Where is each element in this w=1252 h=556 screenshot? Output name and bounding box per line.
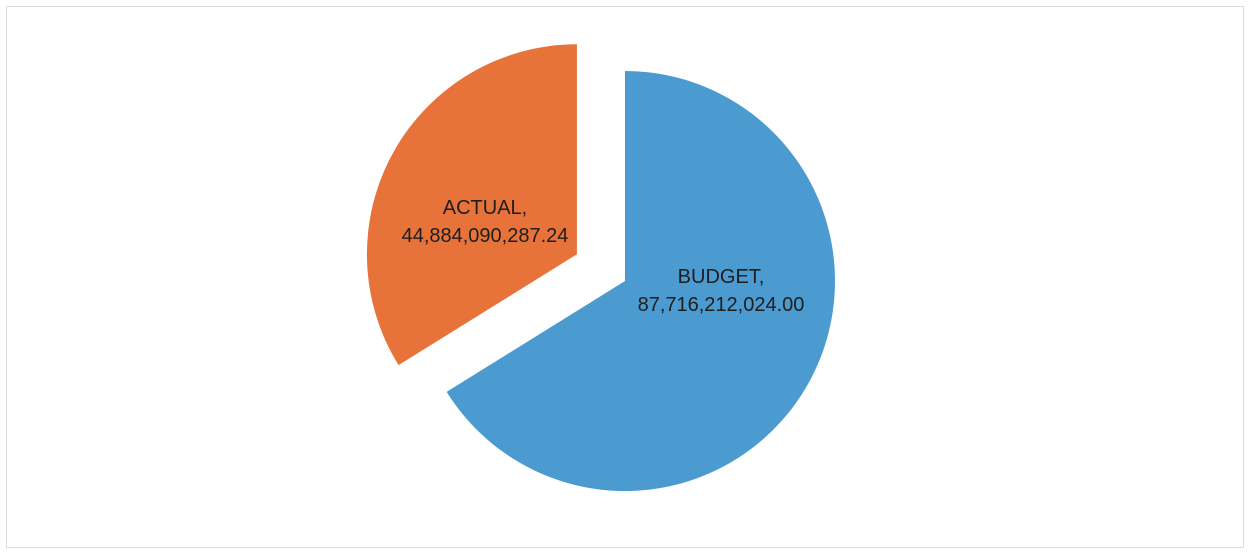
budget-label-name: BUDGET, (678, 266, 765, 288)
actual-label-value: 44,884,090,287.24 (402, 225, 569, 247)
pie-slices (366, 44, 835, 491)
actual-label-name: ACTUAL, (443, 197, 527, 219)
pie-slice-budget (446, 71, 835, 491)
budget-label-value: 87,716,212,024.00 (638, 294, 805, 316)
pie-data-labels: BUDGET, 87,716,212,024.00 ACTUAL, 44,884… (402, 197, 805, 316)
pie-slice-actual (366, 44, 577, 366)
